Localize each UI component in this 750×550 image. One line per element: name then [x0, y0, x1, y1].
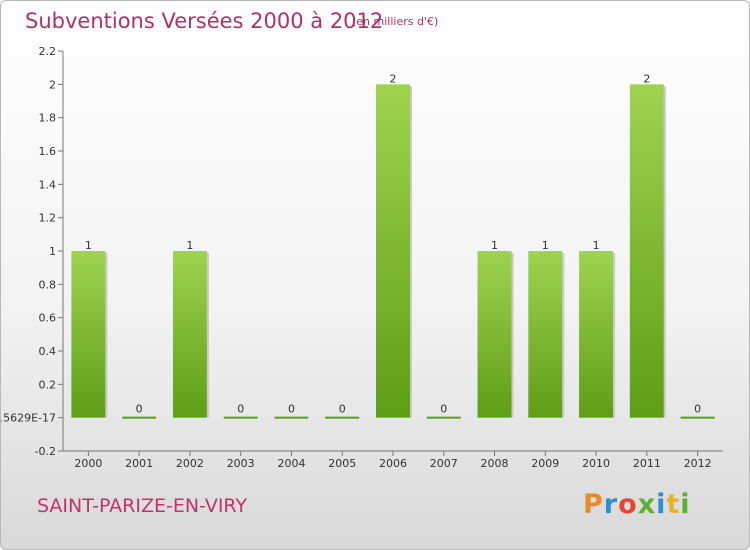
data-label-2004: 0 [288, 403, 295, 416]
x-tick-label: 2008 [481, 457, 509, 470]
y-tick-label: 1 [49, 245, 56, 258]
bar-2001 [122, 416, 157, 419]
y-tick-label: -0.2 [35, 445, 56, 458]
bar-2009 [528, 251, 563, 418]
bar-shadow-2002 [206, 253, 209, 418]
data-label-2009: 1 [542, 239, 549, 252]
bar-2003 [223, 416, 258, 419]
y-tick-label: 2 [49, 78, 56, 91]
data-label-2008: 1 [491, 239, 498, 252]
data-label-2011: 2 [643, 72, 650, 85]
bar-shadow-2008 [511, 253, 514, 418]
y-tick-label: 1.2 [39, 212, 57, 225]
bar-2004 [274, 416, 309, 419]
commune-name: SAINT-PARIZE-EN-VIRY [37, 495, 248, 517]
data-label-2001: 0 [136, 403, 143, 416]
y-tick-label: -1.15629E-17 [1, 412, 56, 425]
bar-2012 [680, 416, 715, 419]
x-tick-label: 2004 [277, 457, 305, 470]
x-tick-label: 2009 [531, 457, 559, 470]
data-label-2003: 0 [237, 403, 244, 416]
data-label-2010: 1 [593, 239, 600, 252]
x-tick-label: 2003 [227, 457, 255, 470]
chart-title: Subventions Versées 2000 à 2012 [25, 9, 384, 33]
bar-2000 [71, 251, 106, 418]
bar-2011 [629, 84, 664, 418]
bar-shadow-2000 [105, 253, 108, 418]
x-tick-label: 2012 [684, 457, 712, 470]
x-tick-label: 2005 [328, 457, 356, 470]
y-tick-label: 0.4 [39, 345, 57, 358]
bar-2007 [426, 416, 461, 419]
x-tick-label: 2001 [125, 457, 153, 470]
bar-shadow-2011 [663, 86, 666, 418]
x-tick-label: 2007 [430, 457, 458, 470]
data-label-2000: 1 [85, 239, 92, 252]
y-tick-label: 0.8 [39, 278, 57, 291]
y-tick-label: 1.6 [39, 145, 57, 158]
data-label-2002: 1 [186, 239, 193, 252]
bar-2008 [477, 251, 512, 418]
x-tick-label: 2011 [633, 457, 661, 470]
y-tick-label: 1.4 [39, 178, 57, 191]
data-label-2005: 0 [339, 403, 346, 416]
bar-2010 [579, 251, 614, 418]
y-tick-label: 0.6 [39, 312, 57, 325]
bar-shadow-2009 [562, 253, 565, 418]
bar-shadow-2006 [410, 86, 412, 418]
data-label-2006: 2 [390, 72, 397, 85]
y-tick-label: 2.2 [39, 45, 57, 58]
bar-2002 [172, 251, 207, 418]
x-tick-label: 2002 [176, 457, 204, 470]
x-tick-label: 2000 [74, 457, 102, 470]
y-tick-label: 0.2 [39, 378, 57, 391]
bar-shadow-2010 [613, 253, 616, 418]
chart-subtitle: (en milliers d'€) [352, 15, 439, 28]
data-label-2007: 0 [440, 403, 447, 416]
y-tick-label: 1.8 [39, 112, 57, 125]
data-label-2012: 0 [694, 403, 701, 416]
bar-2006 [376, 84, 410, 418]
x-tick-label: 2010 [582, 457, 610, 470]
proxiti-logo[interactable]: Proxiti [583, 489, 691, 520]
bar-2005 [325, 416, 360, 419]
x-tick-label: 2006 [379, 457, 407, 470]
